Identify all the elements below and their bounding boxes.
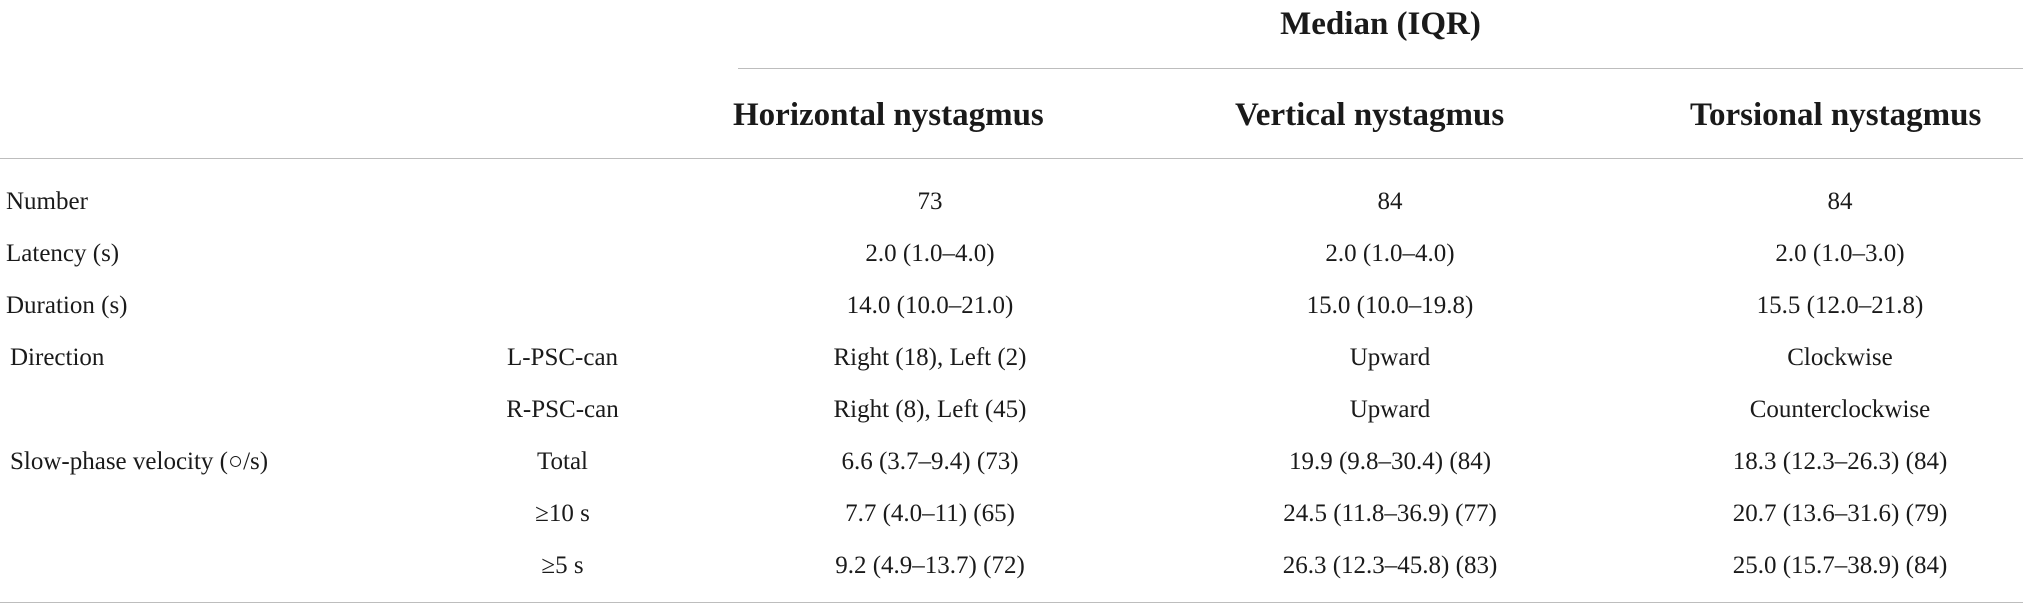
row-label (10, 540, 430, 592)
row-label: Direction (10, 344, 105, 371)
cell-horizontal: 9.2 (4.9–13.7) (72) (835, 552, 1025, 579)
cell-horizontal: 73 (917, 188, 943, 215)
cell-horizontal: Right (8), Left (45) (833, 396, 1027, 423)
column-header-horizontal: Horizontal nystagmus (733, 97, 1044, 133)
cell-torsional: Counterclockwise (1749, 396, 1931, 423)
row-label (10, 488, 430, 540)
cell-torsional: 20.7 (13.6–31.6) (79) (1732, 500, 1948, 527)
table-row-velocity-total: Slow-phase velocity (○/s) Total 6.6 (3.7… (0, 436, 2023, 488)
row-label: Slow-phase velocity (○/s) (10, 448, 269, 475)
cell-torsional: Clockwise (1787, 344, 1893, 371)
table-row-direction-l: Direction L-PSC-can Right (18), Left (2)… (0, 332, 2023, 384)
row-label (10, 384, 430, 436)
cell-torsional: 18.3 (12.3–26.3) (84) (1732, 448, 1948, 475)
row-sublabel: Total (536, 448, 588, 475)
cell-vertical: 26.3 (12.3–45.8) (83) (1282, 552, 1498, 579)
row-label: Latency (s) (6, 240, 120, 267)
row-sublabel: L-PSC-can (506, 344, 619, 371)
column-header-vertical: Vertical nystagmus (1235, 97, 1505, 133)
cell-vertical: Upward (1349, 344, 1431, 371)
cell-horizontal: 14.0 (10.0–21.0) (846, 292, 1014, 319)
cell-horizontal: 2.0 (1.0–4.0) (865, 240, 995, 267)
cell-vertical: 2.0 (1.0–4.0) (1325, 240, 1455, 267)
table-row-direction-r: R-PSC-can Right (8), Left (45) Upward Co… (0, 384, 2023, 436)
bottom-rule (0, 602, 2023, 603)
row-sublabel (430, 228, 695, 280)
table-body: Number 73 84 84 Latency (s) 2.0 (1.0–4.0… (0, 176, 2023, 592)
group-header-median-iqr: Median (IQR) (1280, 6, 1481, 42)
table-row-duration: Duration (s) 14.0 (10.0–21.0) 15.0 (10.0… (0, 280, 2023, 332)
cell-torsional: 15.5 (12.0–21.8) (1756, 292, 1924, 319)
row-sublabel (430, 176, 695, 228)
row-label: Duration (s) (6, 292, 128, 319)
cell-horizontal: Right (18), Left (2) (833, 344, 1027, 371)
cell-horizontal: 6.6 (3.7–9.4) (73) (841, 448, 1019, 475)
group-header-rule (738, 68, 2023, 69)
row-sublabel: R-PSC-can (506, 396, 619, 423)
cell-torsional: 25.0 (15.7–38.9) (84) (1732, 552, 1948, 579)
cell-vertical: 84 (1377, 188, 1403, 215)
table-row-latency: Latency (s) 2.0 (1.0–4.0) 2.0 (1.0–4.0) … (0, 228, 2023, 280)
cell-torsional: 84 (1827, 188, 1853, 215)
table-row-velocity-5s: ≥5 s 9.2 (4.9–13.7) (72) 26.3 (12.3–45.8… (0, 540, 2023, 592)
row-sublabel (430, 280, 695, 332)
header-rule (0, 158, 2023, 159)
table-row-number: Number 73 84 84 (0, 176, 2023, 228)
row-sublabel: ≥5 s (541, 552, 584, 579)
cell-horizontal: 7.7 (4.0–11) (65) (845, 500, 1015, 527)
cell-torsional: 2.0 (1.0–3.0) (1775, 240, 1905, 267)
cell-vertical: 19.9 (9.8–30.4) (84) (1288, 448, 1492, 475)
table-row-velocity-10s: ≥10 s 7.7 (4.0–11) (65) 24.5 (11.8–36.9)… (0, 488, 2023, 540)
row-label: Number (6, 188, 88, 215)
row-sublabel: ≥10 s (535, 500, 590, 527)
column-header-torsional: Torsional nystagmus (1690, 97, 1982, 133)
cell-vertical: Upward (1349, 396, 1431, 423)
cell-vertical: 15.0 (10.0–19.8) (1306, 292, 1474, 319)
cell-vertical: 24.5 (11.8–36.9) (77) (1283, 500, 1497, 527)
